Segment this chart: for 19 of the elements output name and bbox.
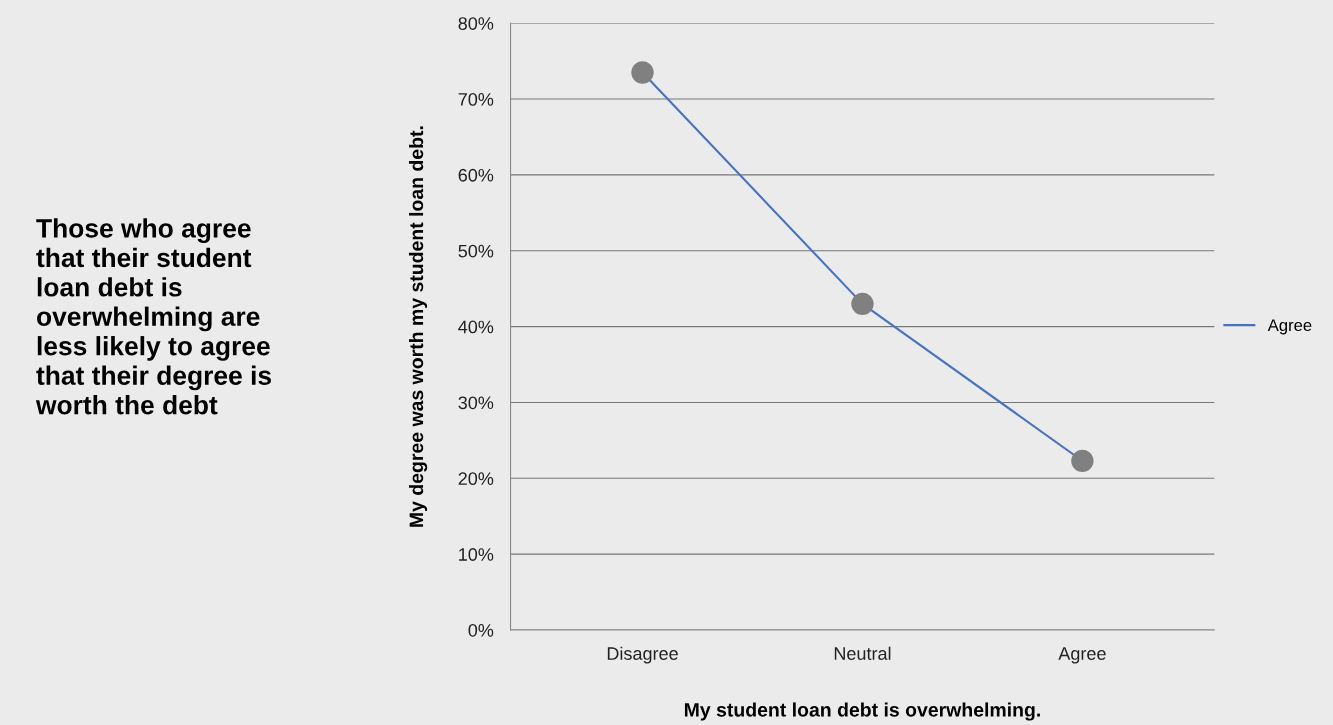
y-tick-label: 40% bbox=[458, 320, 494, 334]
legend-label: Agree bbox=[1267, 319, 1312, 335]
point bbox=[1071, 449, 1094, 473]
point bbox=[631, 61, 654, 84]
x-axis-title: My student loan debt is overwhelming. bbox=[684, 702, 1040, 721]
y-tick-label: 30% bbox=[458, 396, 494, 410]
y-tick-label: 70% bbox=[458, 92, 494, 106]
y-tick-label: 80% bbox=[458, 17, 494, 30]
y-tick-label: 50% bbox=[458, 244, 494, 258]
x-tick-label: Neutral bbox=[834, 646, 891, 660]
y-tick-label: 60% bbox=[458, 168, 494, 182]
y-axis-title: My degree was worth my student loan debt. bbox=[408, 126, 428, 527]
x-tick-label: Disagree bbox=[607, 646, 678, 664]
x-tick-label: Agree bbox=[1058, 647, 1106, 664]
y-tick-label: 20% bbox=[458, 472, 494, 486]
y-tick-label: 10% bbox=[459, 548, 494, 561]
point bbox=[851, 292, 874, 316]
text: Those who agree that their student loan debt is overwhelming are less likely to agree that their degree is worth the debt bbox=[35, 218, 271, 415]
y-tick-label: 0% bbox=[468, 623, 494, 637]
